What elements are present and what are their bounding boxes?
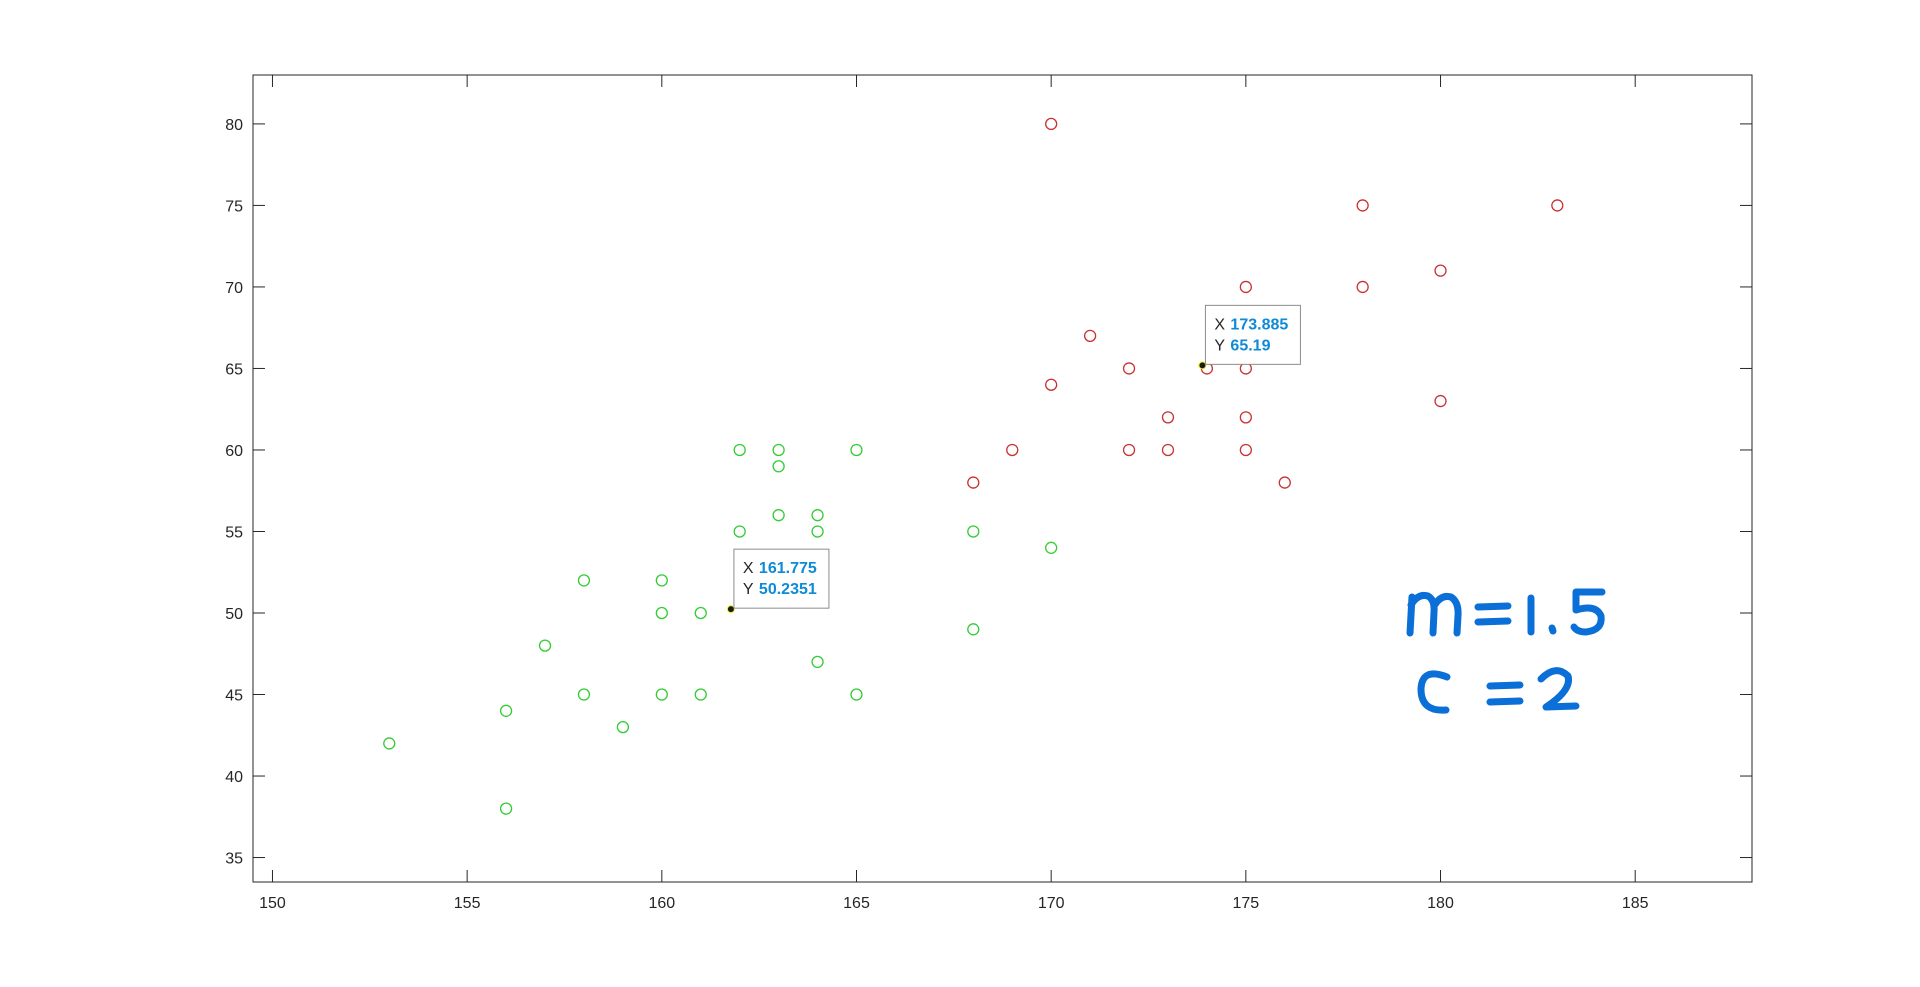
x-ticks: 150 155 160 165 170 175 180 185 [259,75,1649,912]
scatter-point [1122,362,1136,375]
scatter-point [655,606,668,620]
scatter-point [577,688,591,701]
handwritten-equals-1 [1474,602,1512,626]
x-tick-label: 160 [648,895,675,912]
y-ticks: 35 40 45 50 55 60 65 70 75 80 [225,117,1752,868]
datatip-box [1204,304,1301,365]
y-tick-label: 35 [225,851,243,868]
scatter-point [1045,541,1058,554]
datatip[interactable]: X 161.775 Y 50.2351 [726,548,830,614]
handwritten-5 [1570,588,1606,636]
x-tick-label: 165 [843,895,870,912]
scatter-point [499,802,513,815]
scatter-point [694,606,707,620]
x-tick-label: 155 [454,895,481,912]
scatter-point [1045,378,1058,391]
axes-box [252,74,1753,883]
datatip-x-value: 173.885 [1230,316,1288,333]
scatter-point [733,443,746,457]
y-tick-label: 60 [225,443,243,460]
datatip-box [733,548,830,609]
handwritten-equals-2 [1486,681,1524,706]
datatip-marker [726,605,735,614]
y-tick-label: 40 [225,769,243,786]
handwritten-line-2 [1417,667,1580,714]
scatter-point [733,525,746,538]
y-tick-label: 65 [225,361,243,378]
scatter-point [772,460,785,473]
scatter-point [811,655,824,669]
datatip-x-key: X [1214,316,1225,333]
scatter-point [1434,394,1447,408]
scatter-point [850,443,863,457]
scatter-point [694,688,707,701]
x-tick-label: 170 [1038,895,1065,912]
y-tick-label: 55 [225,524,243,541]
y-tick-label: 80 [225,117,243,134]
datatip-layer: X 161.775 Y 50.2351 X 173.885 Y 65.19 [726,304,1301,614]
handwritten-annotation [1406,588,1606,714]
scatter-point [1278,476,1291,489]
y-tick-label: 70 [225,280,243,297]
y-tick-label: 45 [225,688,243,705]
scatter-point [499,704,513,717]
scatter-point [1006,443,1019,457]
handwritten-line-1 [1406,588,1606,637]
scatter-point [1239,443,1252,457]
axes: 150 155 160 165 170 175 180 185 35 40 45 50 55 60 65 7… [225,74,1753,912]
datatip-x-value: 161.775 [759,560,817,577]
scatter-point [655,688,668,701]
x-tick-label: 175 [1232,895,1259,912]
scatter-point [1356,280,1369,294]
scatter-point [811,509,824,522]
datatip-y-value: 50.2351 [759,581,817,598]
scatter-point [967,623,980,636]
scatter-point [1161,443,1175,457]
scatter-point [811,525,824,538]
scatter-point [1434,264,1447,277]
scatter-point [1239,411,1252,424]
datatip-marker [1198,361,1207,370]
handwritten-2 [1537,667,1580,711]
scatter-point [850,688,863,701]
scatter-point [967,476,980,489]
scatter-point [616,720,630,734]
scatter-point [1122,443,1136,457]
scatter-point [772,509,785,522]
y-tick-label: 50 [225,606,243,623]
series-layer [383,117,1564,815]
scatter-point [1083,329,1097,342]
scatter-point [1356,199,1369,212]
scatter-point [577,574,591,587]
x-tick-label: 150 [259,895,286,912]
series-2 [967,117,1564,489]
scatter-point [1161,411,1175,424]
x-tick-label: 185 [1622,895,1649,912]
handwritten-c [1417,670,1451,714]
scatter-point [772,443,785,457]
y-tick-label: 75 [225,198,243,215]
scatter-point [967,525,980,538]
scatter-point [538,639,552,652]
handwritten-m [1406,591,1462,637]
series-1 [383,443,1058,815]
scatter-point [1045,117,1058,131]
datatip-x-key: X [743,560,754,577]
datatip-y-key: Y [743,581,754,598]
scatter-point [1551,199,1564,212]
x-tick-label: 180 [1427,895,1454,912]
datatip-y-value: 65.19 [1230,337,1270,354]
scatter-point [383,737,396,750]
handwritten-dot [1548,624,1557,635]
datatip[interactable]: X 173.885 Y 65.19 [1198,304,1301,370]
scatter-point [655,574,668,587]
scatter-point [1239,280,1252,294]
datatip-y-key: Y [1214,337,1225,354]
